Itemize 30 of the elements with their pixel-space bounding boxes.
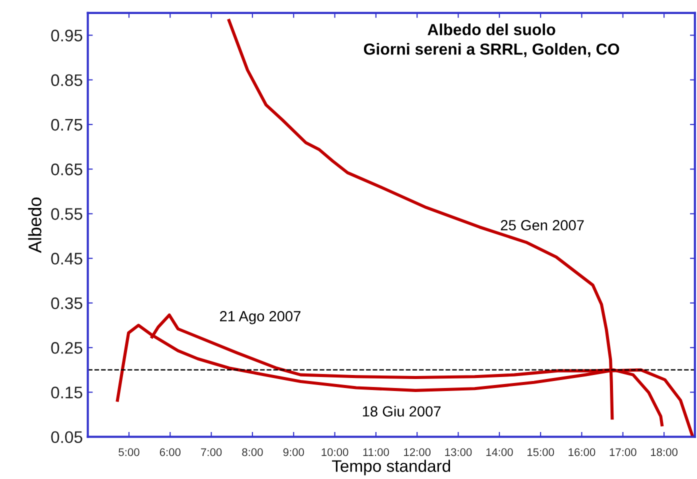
series-label: 21 Ago 2007 bbox=[220, 311, 300, 324]
x-tick-label: 12:00 bbox=[404, 448, 431, 456]
y-tick-label: 0.35 bbox=[51, 297, 82, 310]
y-tick-label: 0.05 bbox=[51, 431, 82, 444]
series-label: 18 Giu 2007 bbox=[362, 406, 441, 417]
x-tick-label: 8:00 bbox=[242, 448, 263, 456]
text: Albedo del suolo Giorni sereni a SRRL, Golden, CO bbox=[364, 24, 620, 58]
x-tick-label: 10:00 bbox=[322, 448, 348, 456]
x-tick-label: 7:00 bbox=[201, 448, 222, 456]
series-label: 25 Gen 2007 bbox=[500, 220, 584, 230]
y-tick-label: 0.85 bbox=[51, 74, 82, 86]
x-tick-label: 15:00 bbox=[528, 448, 554, 456]
x-tick-label: 9:00 bbox=[283, 448, 304, 456]
y-tick-label: 0.15 bbox=[51, 386, 82, 398]
y-axis-title: Albedo bbox=[28, 198, 42, 253]
x-tick-label: 11:00 bbox=[363, 448, 389, 456]
x-tick-label: 14:00 bbox=[486, 448, 513, 456]
x-tick-label: 18:00 bbox=[650, 448, 678, 456]
y-tick-label: 0.55 bbox=[51, 208, 82, 220]
y-tick-label: 0.65 bbox=[51, 164, 82, 176]
x-tick-label: 5:00 bbox=[118, 448, 140, 456]
y-tick-label: 0.95 bbox=[51, 30, 82, 42]
x-tick-label: 17:00 bbox=[610, 448, 636, 456]
x-tick-label: 6:00 bbox=[160, 448, 181, 456]
x-axis-title: Tempo standard bbox=[332, 460, 450, 476]
y-tick-label: 0.45 bbox=[51, 252, 82, 265]
y-tick-label: 0.25 bbox=[51, 342, 82, 354]
x-tick-label: 16:00 bbox=[568, 448, 596, 456]
y-tick-label: 0.75 bbox=[51, 118, 82, 131]
x-tick-label: 13:00 bbox=[445, 448, 472, 456]
